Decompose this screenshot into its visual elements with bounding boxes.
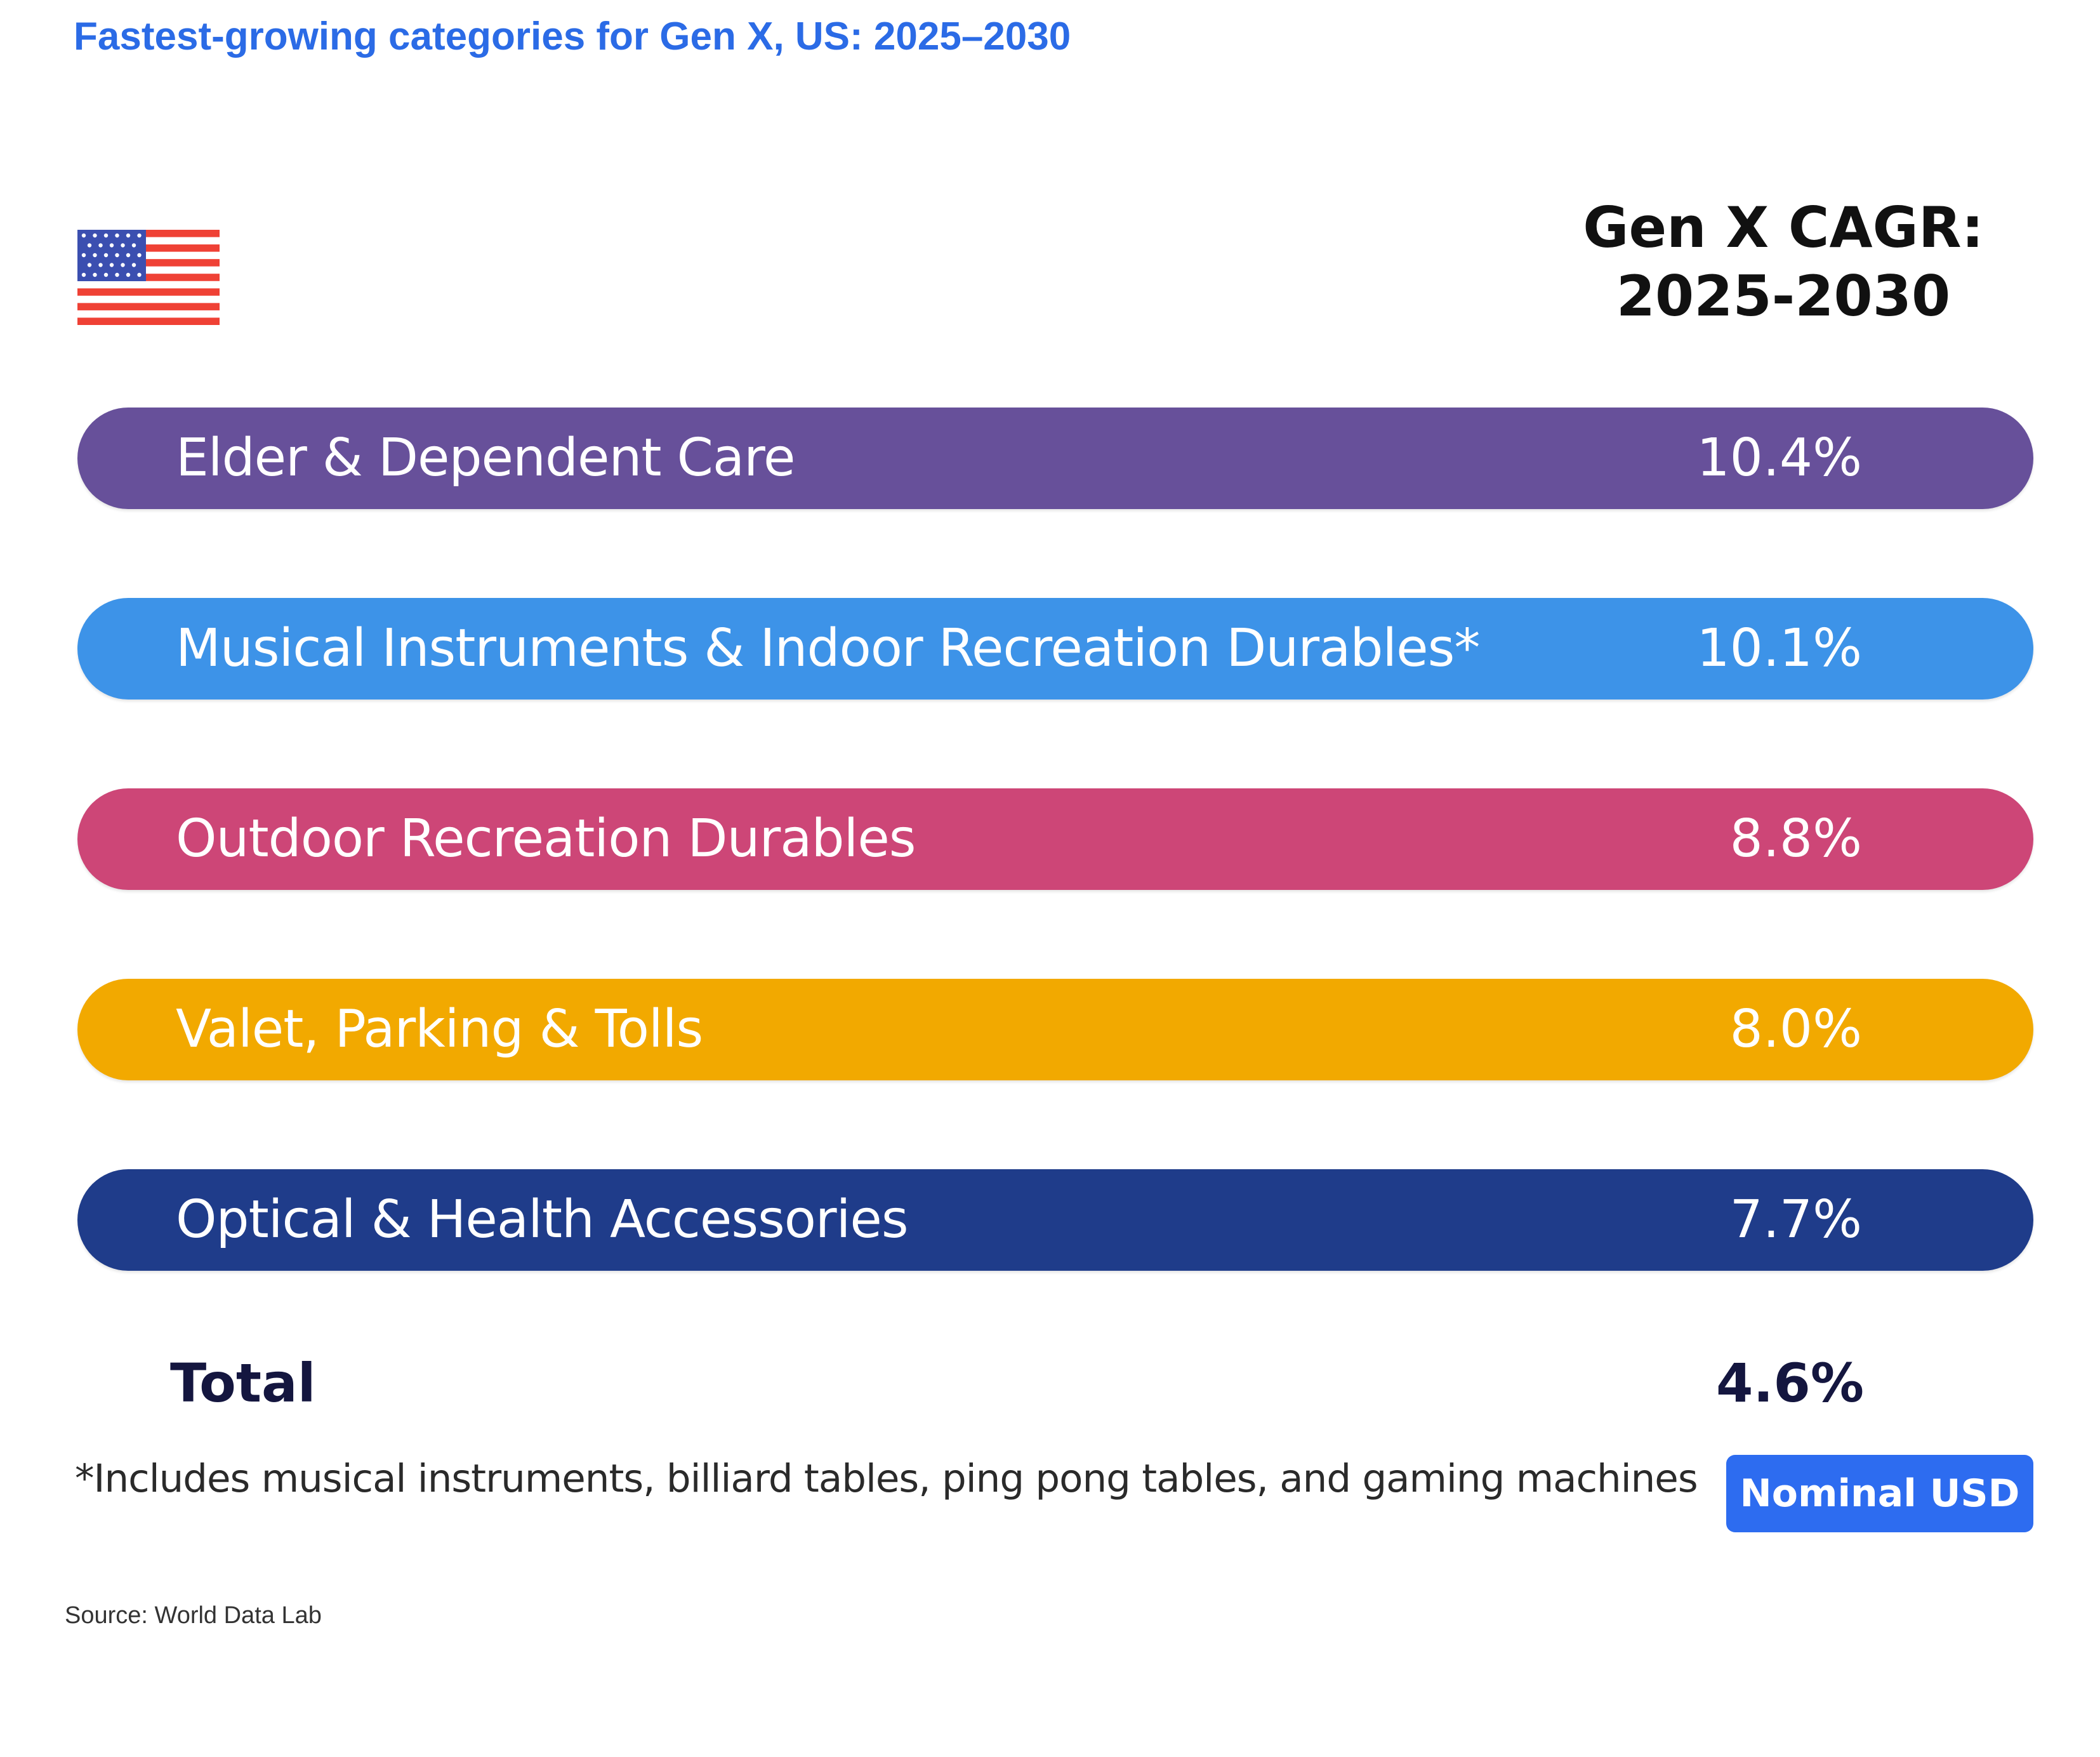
category-label: Optical & Health Accessories bbox=[176, 1190, 909, 1250]
category-label: Elder & Dependent Care bbox=[176, 428, 795, 488]
category-bar: Valet, Parking & Tolls 8.0% bbox=[77, 979, 2033, 1080]
source-note: Source: World Data Lab bbox=[65, 1602, 322, 1629]
category-value: 10.1% bbox=[1696, 618, 1863, 679]
category-label: Musical Instruments & Indoor Recreation … bbox=[176, 618, 1480, 679]
category-label: Outdoor Recreation Durables bbox=[176, 809, 916, 869]
category-bar: Musical Instruments & Indoor Recreation … bbox=[77, 598, 2033, 699]
column-header-line1: Gen X CAGR: bbox=[1583, 195, 1984, 260]
chart-title: Fastest-growing categories for Gen X, US… bbox=[74, 15, 1071, 58]
category-value: 10.4% bbox=[1696, 428, 1863, 488]
us-flag-icon bbox=[77, 230, 220, 325]
category-value: 8.0% bbox=[1729, 999, 1862, 1059]
total-label: Total bbox=[170, 1352, 316, 1414]
category-bar: Elder & Dependent Care 10.4% bbox=[77, 408, 2033, 509]
footnote: *Includes musical instruments, billiard … bbox=[75, 1456, 1698, 1501]
category-label: Valet, Parking & Tolls bbox=[176, 999, 703, 1059]
column-header: Gen X CAGR: 2025-2030 bbox=[1555, 194, 2012, 331]
category-bar: Outdoor Recreation Durables 8.8% bbox=[77, 788, 2033, 890]
total-value: 4.6% bbox=[1716, 1352, 1864, 1414]
category-value: 7.7% bbox=[1729, 1190, 1862, 1250]
column-header-line2: 2025-2030 bbox=[1616, 263, 1951, 329]
category-bar: Optical & Health Accessories 7.7% bbox=[77, 1169, 2033, 1271]
nominal-usd-badge: Nominal USD bbox=[1726, 1455, 2033, 1532]
category-value: 8.8% bbox=[1729, 809, 1862, 869]
